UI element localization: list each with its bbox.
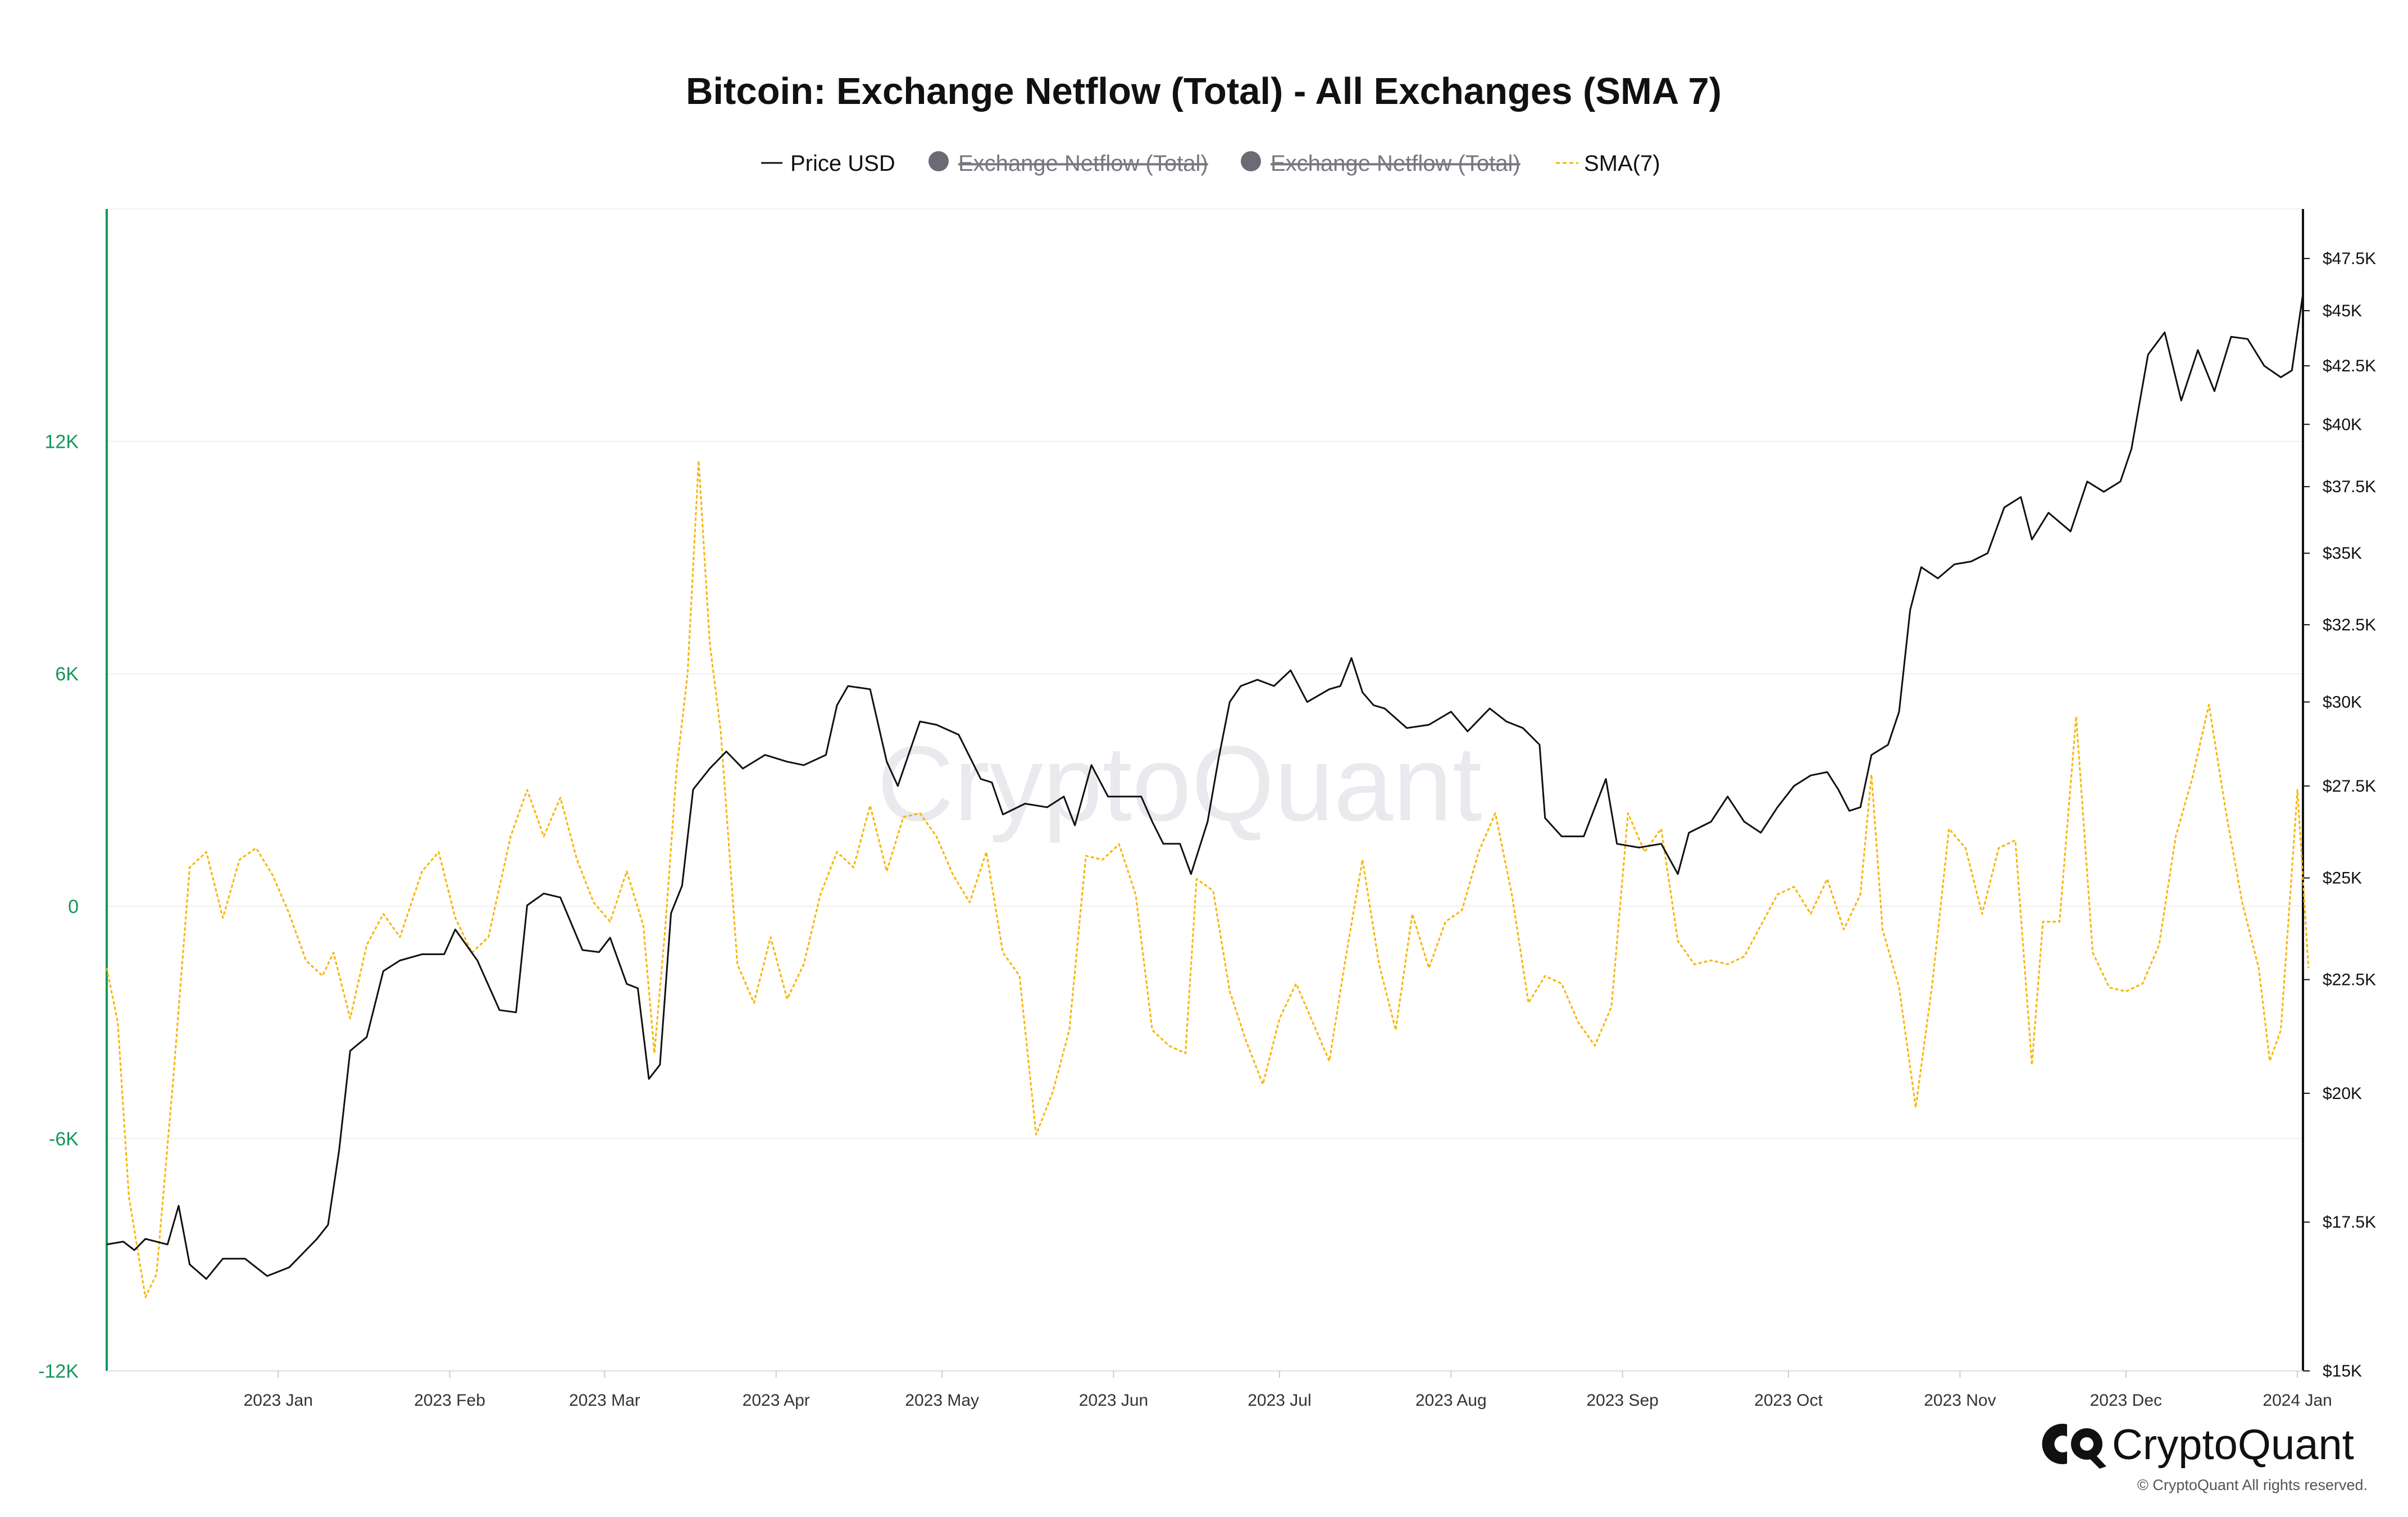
y-left-tick-label: 12K <box>45 432 79 453</box>
brand-name: CryptoQuant <box>2112 1421 2354 1469</box>
x-axis: 2023 Jan 2023 Feb 2023 Mar 2023 Apr 2023 May… <box>244 1371 2332 1410</box>
legend-item-netflow-1[interactable]: Exchange Netflow (Total) <box>928 151 1208 176</box>
y-right-tick-label: $40K <box>2323 415 2362 434</box>
x-tick-label: 2023 Oct <box>1754 1391 1823 1410</box>
y-left-tick-label: 0 <box>68 896 79 918</box>
y-left-tick-label: 6K <box>55 664 79 685</box>
y-right-tick-label: $22.5K <box>2323 971 2376 989</box>
x-tick-label: 2023 Sep <box>1586 1391 1658 1410</box>
x-tick-label: 2023 Jul <box>1248 1391 1311 1410</box>
price-usd-series-line <box>106 293 2304 1280</box>
y-axis-left: -12K -6K 0 6K 12K <box>38 432 79 1382</box>
sma7-series-line <box>106 460 2310 1298</box>
legend-label-netflow-2: Exchange Netflow (Total) <box>1271 151 1521 176</box>
copyright: © CryptoQuant All rights reserved. <box>2137 1477 2368 1493</box>
legend-dot-icon <box>928 151 949 171</box>
y-right-tick-label: $47.5K <box>2323 249 2376 268</box>
y-right-tick-label: $37.5K <box>2323 478 2376 496</box>
x-tick-label: 2023 Dec <box>2090 1391 2162 1410</box>
y-right-tick-label: $45K <box>2323 302 2362 320</box>
x-tick-label: 2023 Mar <box>569 1391 640 1410</box>
legend-dot-icon <box>1241 151 1261 171</box>
y-right-tick-label: $42.5K <box>2323 357 2376 375</box>
x-tick-label: 2023 Jun <box>1079 1391 1148 1410</box>
y-right-tick-label: $25K <box>2323 869 2362 888</box>
y-axis-right: $15K $17.5K $20K $22.5K $25K $27.5K $30K $32.5K… <box>2303 249 2376 1380</box>
legend-label-netflow-1: Exchange Netflow (Total) <box>958 151 1208 176</box>
x-tick-label: 2024 Jan <box>2263 1391 2332 1410</box>
chart-title: Bitcoin: Exchange Netflow (Total) - All … <box>686 70 1722 112</box>
y-left-tick-label: -6K <box>49 1128 79 1150</box>
y-right-tick-label: $15K <box>2323 1362 2362 1380</box>
grid <box>107 208 2303 1139</box>
brand-logo: CryptoQuant <box>2042 1421 2354 1469</box>
legend-label-price: Price USD <box>790 151 895 176</box>
x-tick-label: 2023 May <box>905 1391 979 1410</box>
legend-item-netflow-2[interactable]: Exchange Netflow (Total) <box>1241 151 1521 176</box>
y-left-tick-label: -12K <box>38 1361 79 1382</box>
x-tick-label: 2023 Jan <box>244 1391 313 1410</box>
x-tick-label: 2023 Apr <box>743 1391 810 1410</box>
y-right-tick-label: $35K <box>2323 544 2362 563</box>
plot-series <box>106 293 2310 1298</box>
y-right-tick-label: $20K <box>2323 1084 2362 1103</box>
x-tick-label: 2023 Feb <box>414 1391 485 1410</box>
y-right-tick-label: $32.5K <box>2323 616 2376 634</box>
legend-label-sma: SMA(7) <box>1584 151 1660 176</box>
legend-item-price[interactable]: Price USD <box>761 151 895 176</box>
legend: Price USD Exchange Netflow (Total) Excha… <box>761 151 1660 176</box>
y-right-tick-label: $30K <box>2323 693 2362 711</box>
legend-item-sma[interactable]: SMA(7) <box>1556 151 1660 176</box>
x-tick-label: 2023 Aug <box>1415 1391 1487 1410</box>
axes <box>106 209 2304 1371</box>
watermark: CryptoQuant <box>877 724 1482 843</box>
y-right-tick-label: $27.5K <box>2323 777 2376 796</box>
cryptoquant-logo-icon <box>2042 1424 2106 1469</box>
x-tick-label: 2023 Nov <box>1924 1391 1996 1410</box>
y-right-tick-label: $17.5K <box>2323 1213 2376 1232</box>
